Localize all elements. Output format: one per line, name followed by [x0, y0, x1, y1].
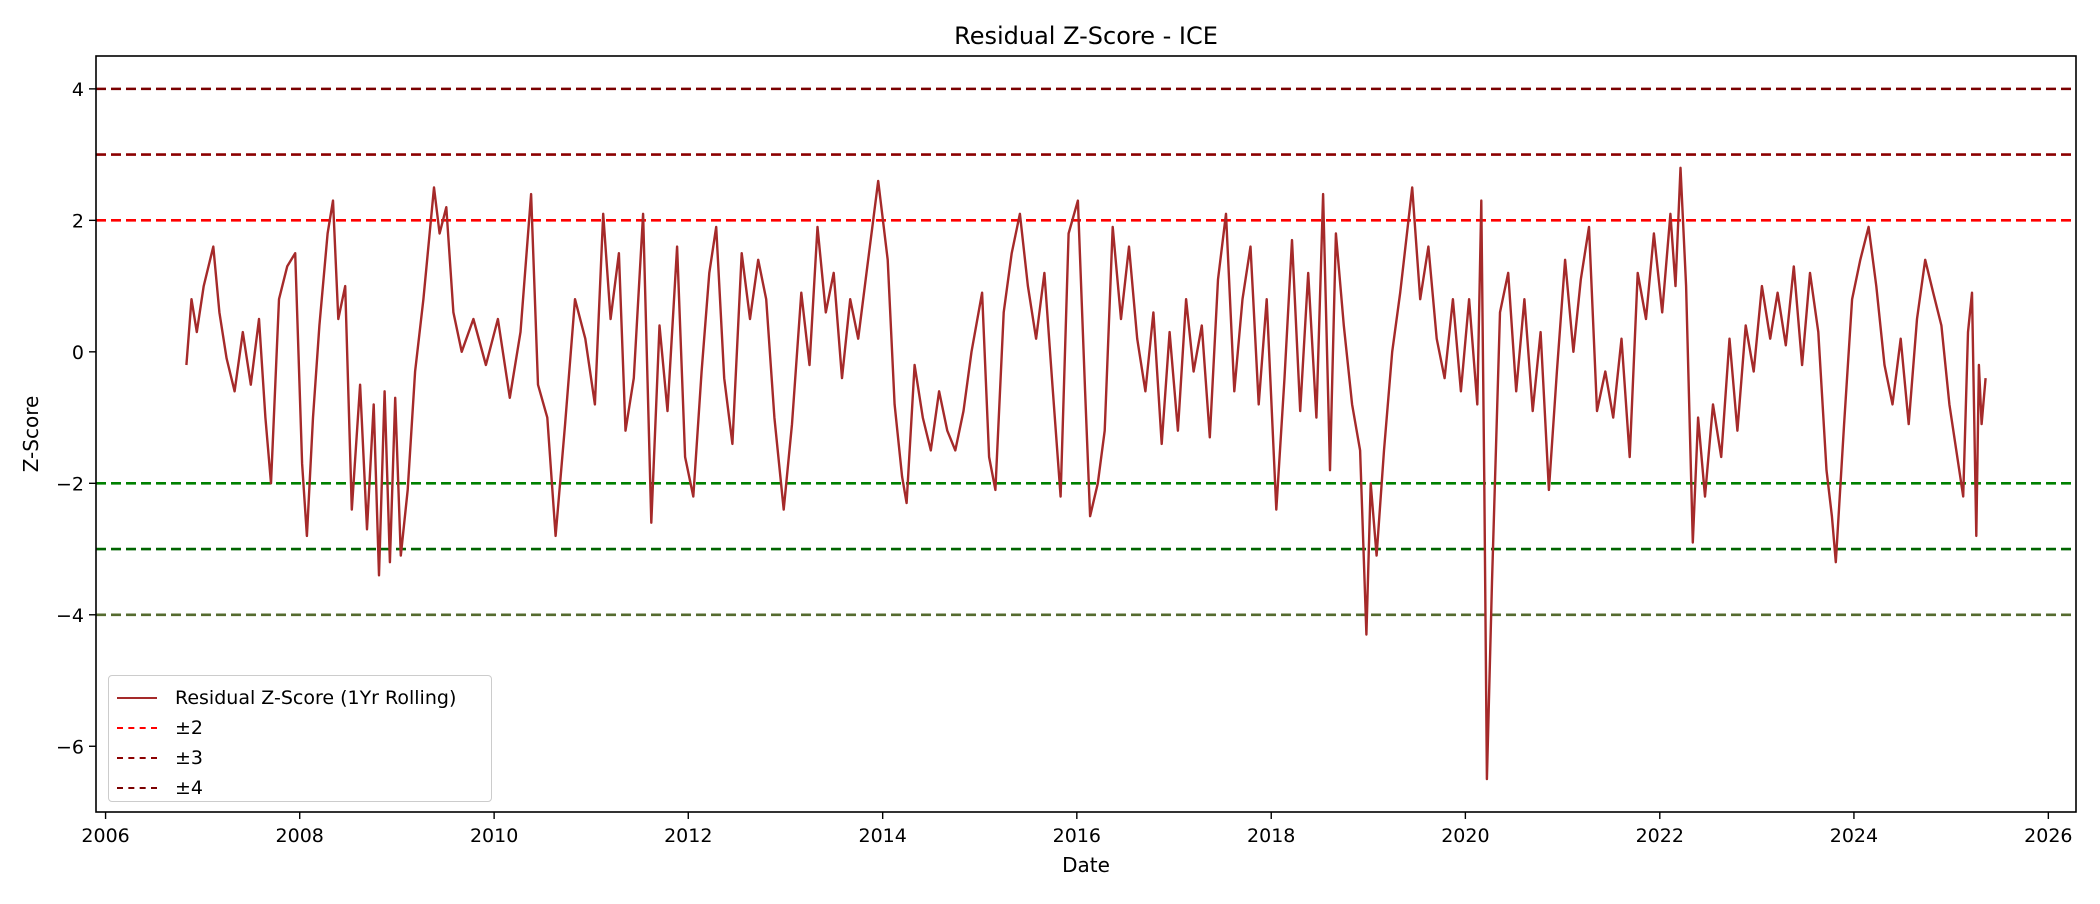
y-tick-label: −2: [56, 473, 84, 495]
legend-label-pm4: ±4: [175, 777, 204, 799]
series-line: [185, 166, 1987, 781]
x-tick-label: 2006: [81, 825, 129, 847]
y-tick-label: 4: [72, 79, 84, 101]
x-tick-label: 2010: [470, 825, 518, 847]
plot-frame: [95, 55, 2077, 813]
chart-title: Residual Z-Score - ICE: [954, 22, 1218, 50]
legend-swatch-pm3: [117, 757, 157, 759]
y-axis-label: Z-Score: [19, 396, 43, 473]
x-tick-label: 2018: [1247, 825, 1295, 847]
x-tick-label: 2008: [276, 825, 324, 847]
x-axis-label: Date: [1062, 853, 1110, 877]
legend-swatch-pm4: [117, 787, 157, 789]
legend-label-series: Residual Z-Score (1Yr Rolling): [175, 687, 457, 709]
x-tick-label: 2012: [664, 825, 712, 847]
legend: Residual Z-Score (1Yr Rolling) ±2 ±3 ±4: [108, 675, 492, 802]
x-tick-label: 2014: [859, 825, 907, 847]
legend-swatch-series: [117, 697, 157, 699]
x-tick-label: 2026: [2024, 825, 2072, 847]
y-tick-label: −4: [56, 605, 84, 627]
y-tick-label: −6: [56, 736, 84, 758]
y-tick-label: 2: [72, 210, 84, 232]
legend-swatch-pm2: [117, 727, 157, 729]
x-tick-label: 2016: [1053, 825, 1101, 847]
x-tick-label: 2024: [1830, 825, 1878, 847]
x-tick-label: 2020: [1441, 825, 1489, 847]
y-tick-label: 0: [72, 342, 84, 364]
legend-label-pm2: ±2: [175, 717, 204, 739]
legend-label-pm3: ±3: [175, 747, 204, 769]
x-tick-label: 2022: [1636, 825, 1684, 847]
